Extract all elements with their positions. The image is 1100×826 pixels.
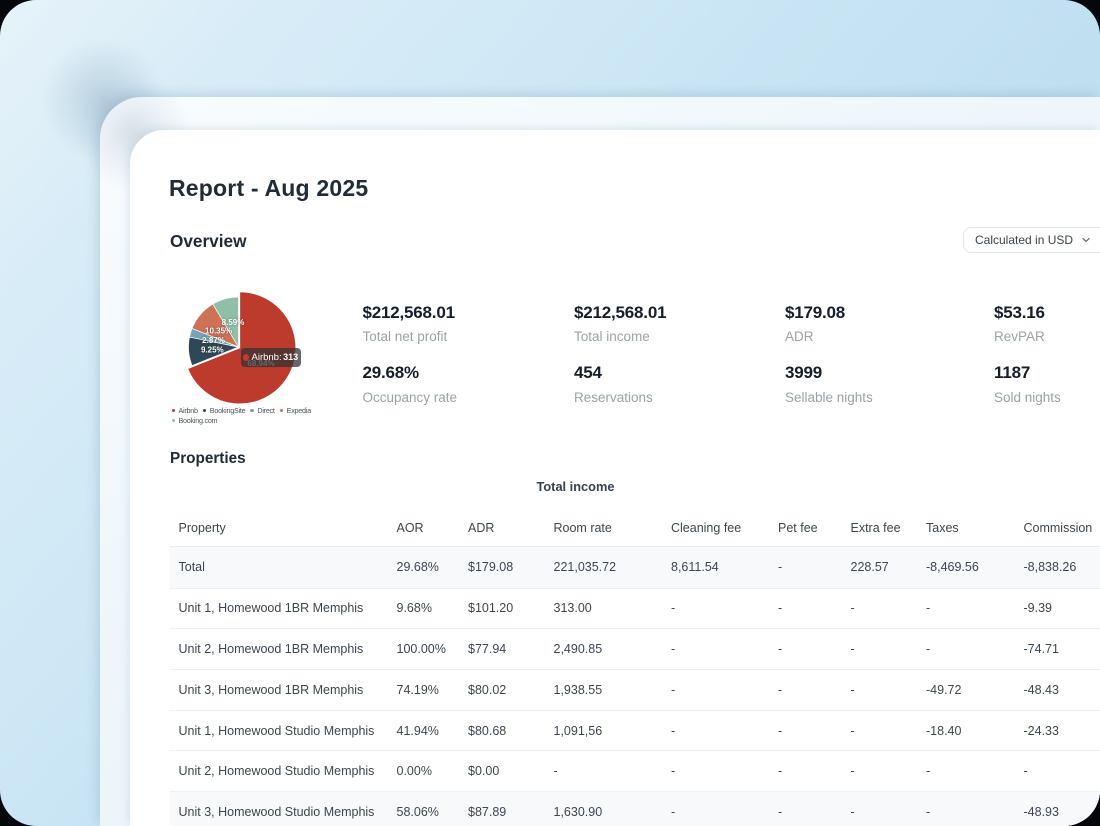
svg-text:10.35%: 10.35%	[205, 327, 232, 336]
svg-text:2.87%: 2.87%	[202, 336, 225, 345]
svg-text:9.25%: 9.25%	[201, 346, 224, 355]
svg-text:8.59%: 8.59%	[222, 318, 245, 327]
